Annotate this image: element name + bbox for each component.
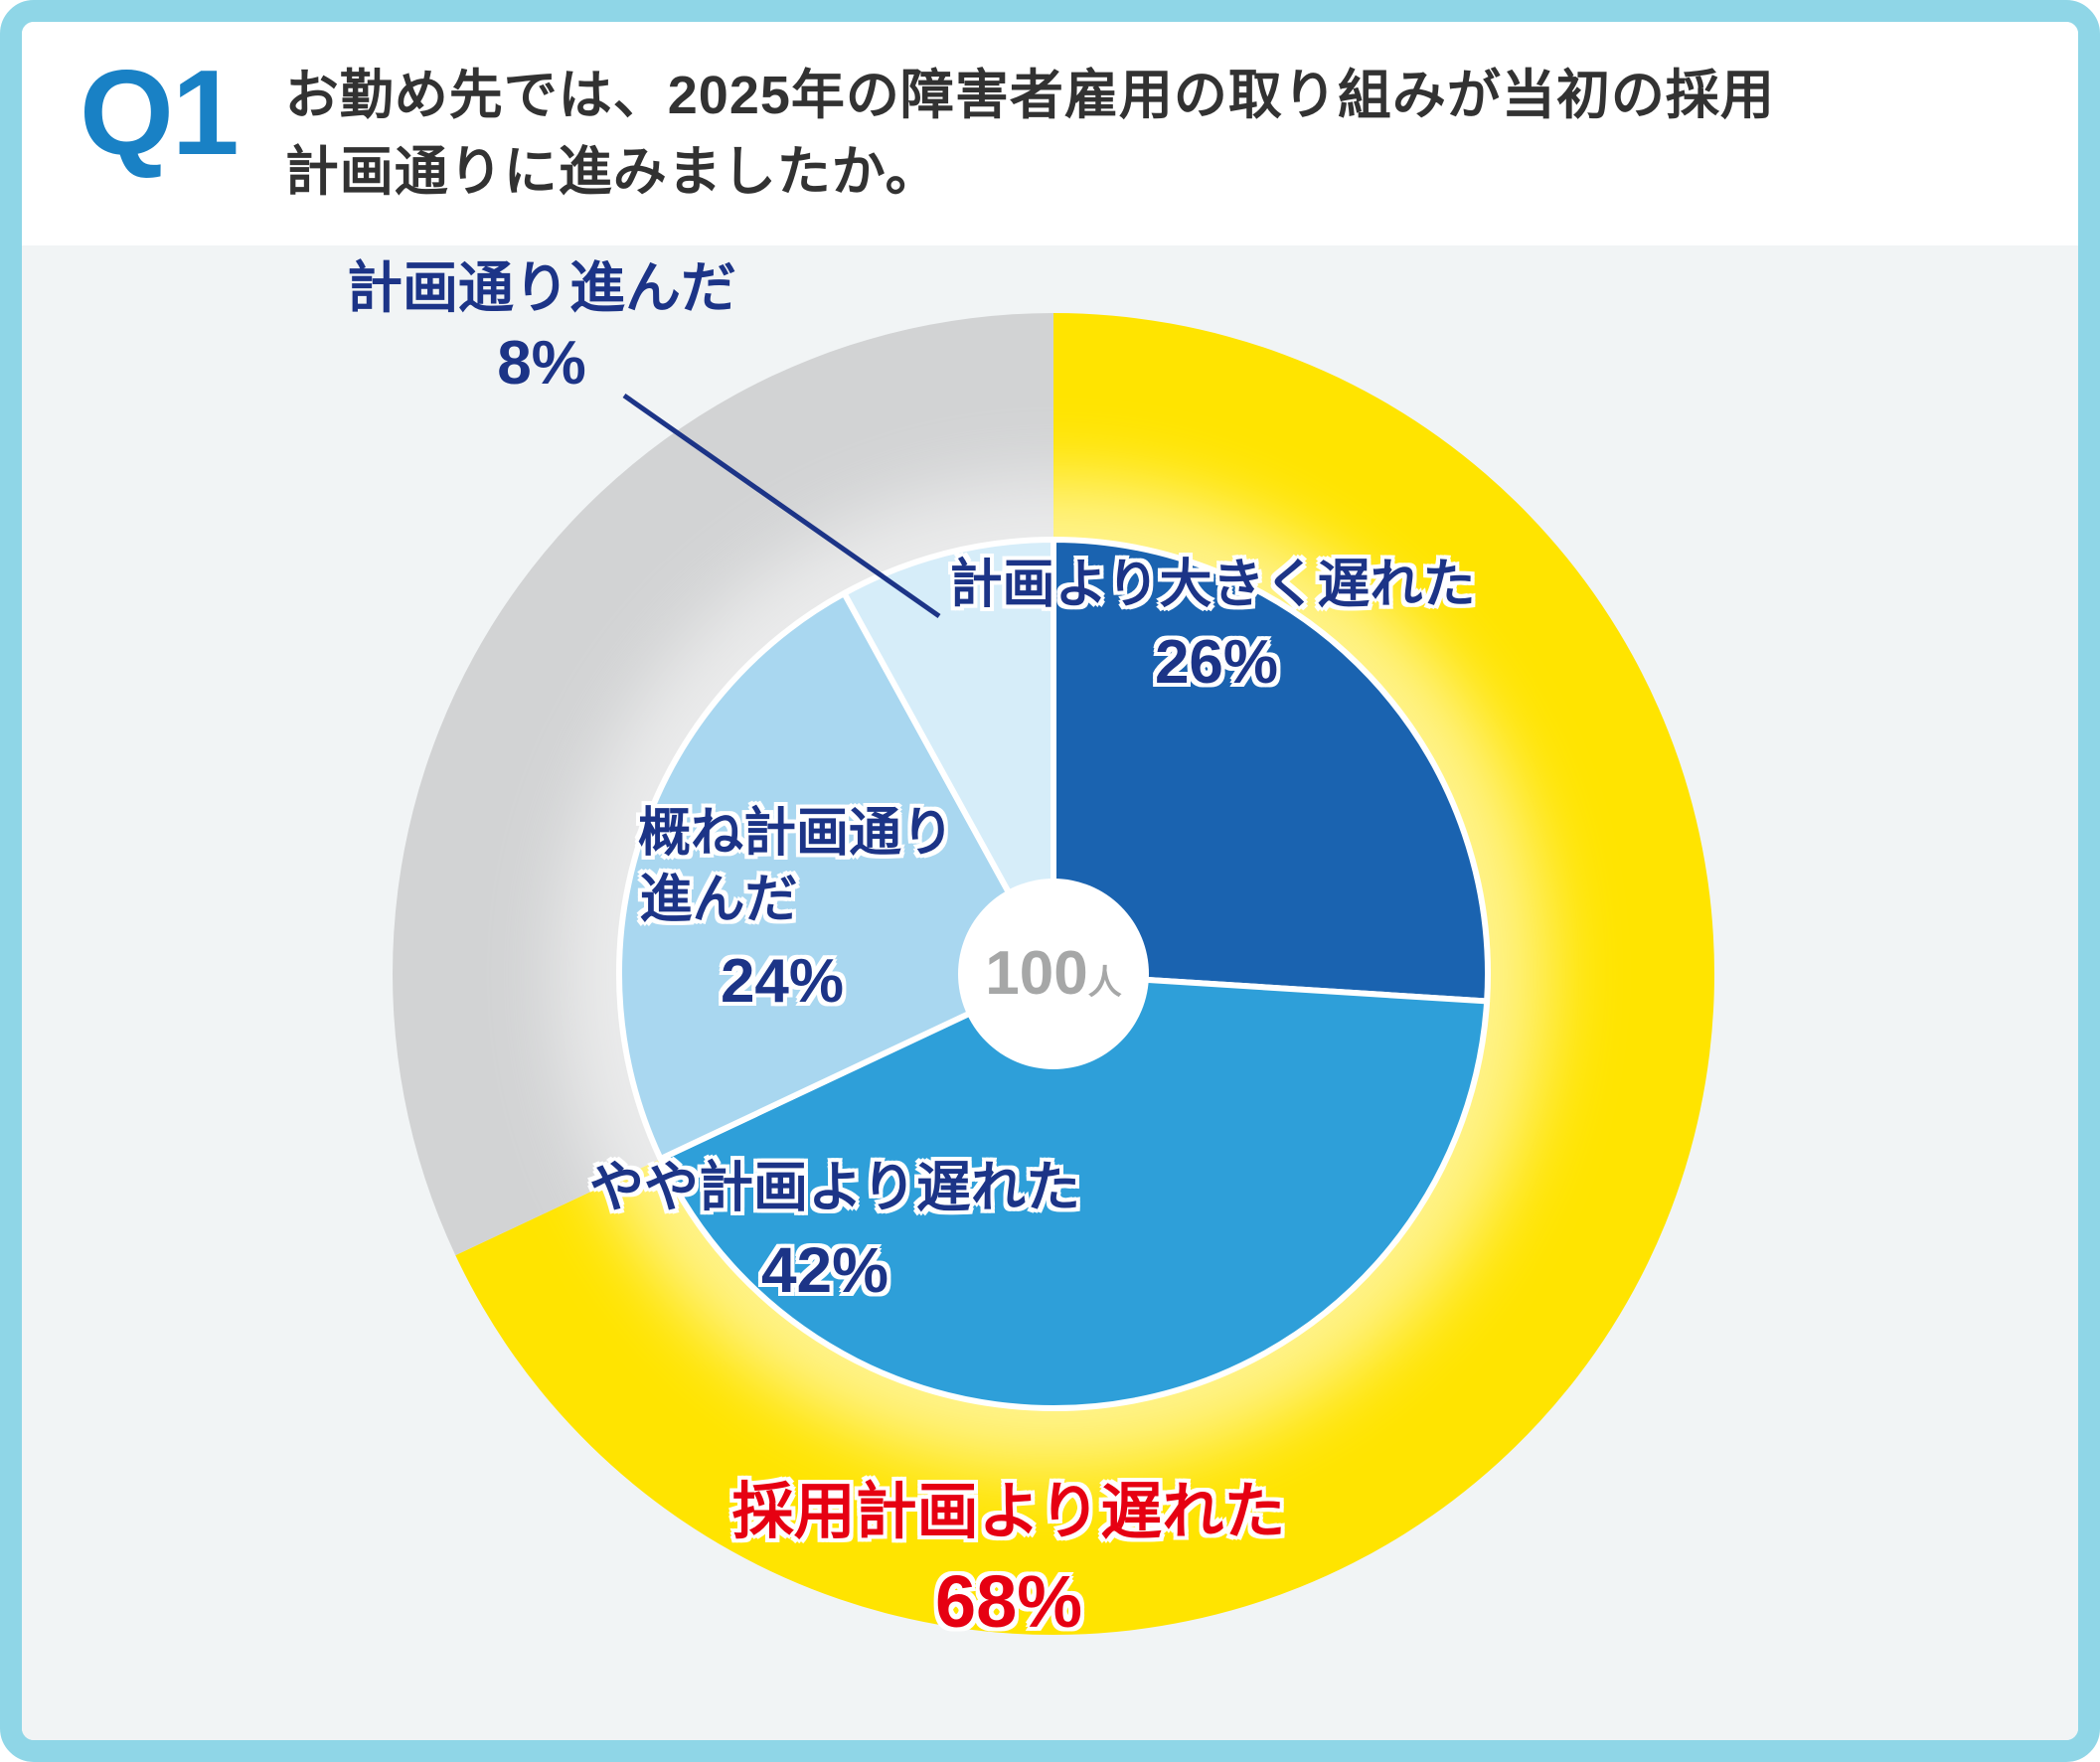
center-total-count: 100 [985, 939, 1088, 1008]
pie-slice-2 [616, 590, 1056, 1163]
label-mostly-on-plan-line2: 進んだ [639, 870, 798, 929]
donut-hole [958, 879, 1149, 1069]
question-text: お勤め先では、2025年の障害者雇用の取り組みが当初の採用 計画通りに進みました… [285, 56, 1775, 210]
label-mostly-on-plan-line1: 概ね計画通り [638, 803, 954, 863]
leader-line [622, 393, 941, 619]
question-header: Q1 お勤め先では、2025年の障害者雇用の取り組みが当初の採用 計画通りに進み… [22, 22, 2078, 245]
center-total: 100人 [985, 943, 1121, 1005]
donut-chart [392, 313, 1714, 1635]
pie-slice-0 [1050, 537, 1491, 1005]
center-total-unit: 人 [1087, 964, 1122, 1002]
chart-panel: 計画通り進んだ 8% 計画より大きく遅れた 26% やや計画より遅れた 42% … [22, 245, 2078, 1740]
question-text-line2: 計画通りに進みましたか。 [284, 141, 940, 202]
label-delayed-somewhat-value: 42% [760, 1234, 889, 1306]
label-on-plan-value: 8% [497, 329, 586, 398]
label-outer-delayed-text: 採用計画より遅れた [731, 1478, 1286, 1546]
label-delayed-major-value: 26% [1154, 628, 1279, 697]
question-number: Q1 [80, 45, 240, 180]
inner-pie [616, 537, 1491, 1411]
label-delayed-somewhat-text: やや計画より遅れた [589, 1156, 1080, 1218]
question-text-line1: お勤め先では、2025年の障害者雇用の取り組みが当初の採用 [284, 66, 1775, 125]
label-on-plan-text: 計画通り進んだ [347, 256, 736, 319]
label-delayed-major-text: 計画より大きく遅れた [949, 555, 1476, 614]
label-mostly-on-plan-value: 24% [720, 947, 845, 1016]
label-outer-delayed-value: 68% [934, 1560, 1083, 1643]
pie-slice-3 [841, 537, 1056, 977]
pie-slice-1 [657, 971, 1491, 1411]
